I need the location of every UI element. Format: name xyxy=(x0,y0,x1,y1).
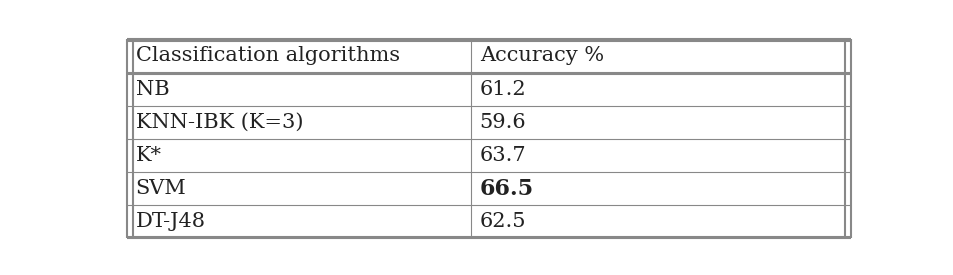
Text: 62.5: 62.5 xyxy=(479,212,526,231)
Text: 59.6: 59.6 xyxy=(479,113,526,132)
Text: Accuracy %: Accuracy % xyxy=(479,46,603,65)
Text: DT-J48: DT-J48 xyxy=(135,212,205,231)
Text: 66.5: 66.5 xyxy=(479,178,534,200)
Text: 63.7: 63.7 xyxy=(479,146,526,165)
Text: SVM: SVM xyxy=(135,179,186,198)
Text: 61.2: 61.2 xyxy=(479,80,526,99)
Text: Classification algorithms: Classification algorithms xyxy=(135,46,399,65)
Text: KNN-IBK (K=3): KNN-IBK (K=3) xyxy=(135,113,303,132)
Text: NB: NB xyxy=(135,80,169,99)
Text: K*: K* xyxy=(135,146,161,165)
